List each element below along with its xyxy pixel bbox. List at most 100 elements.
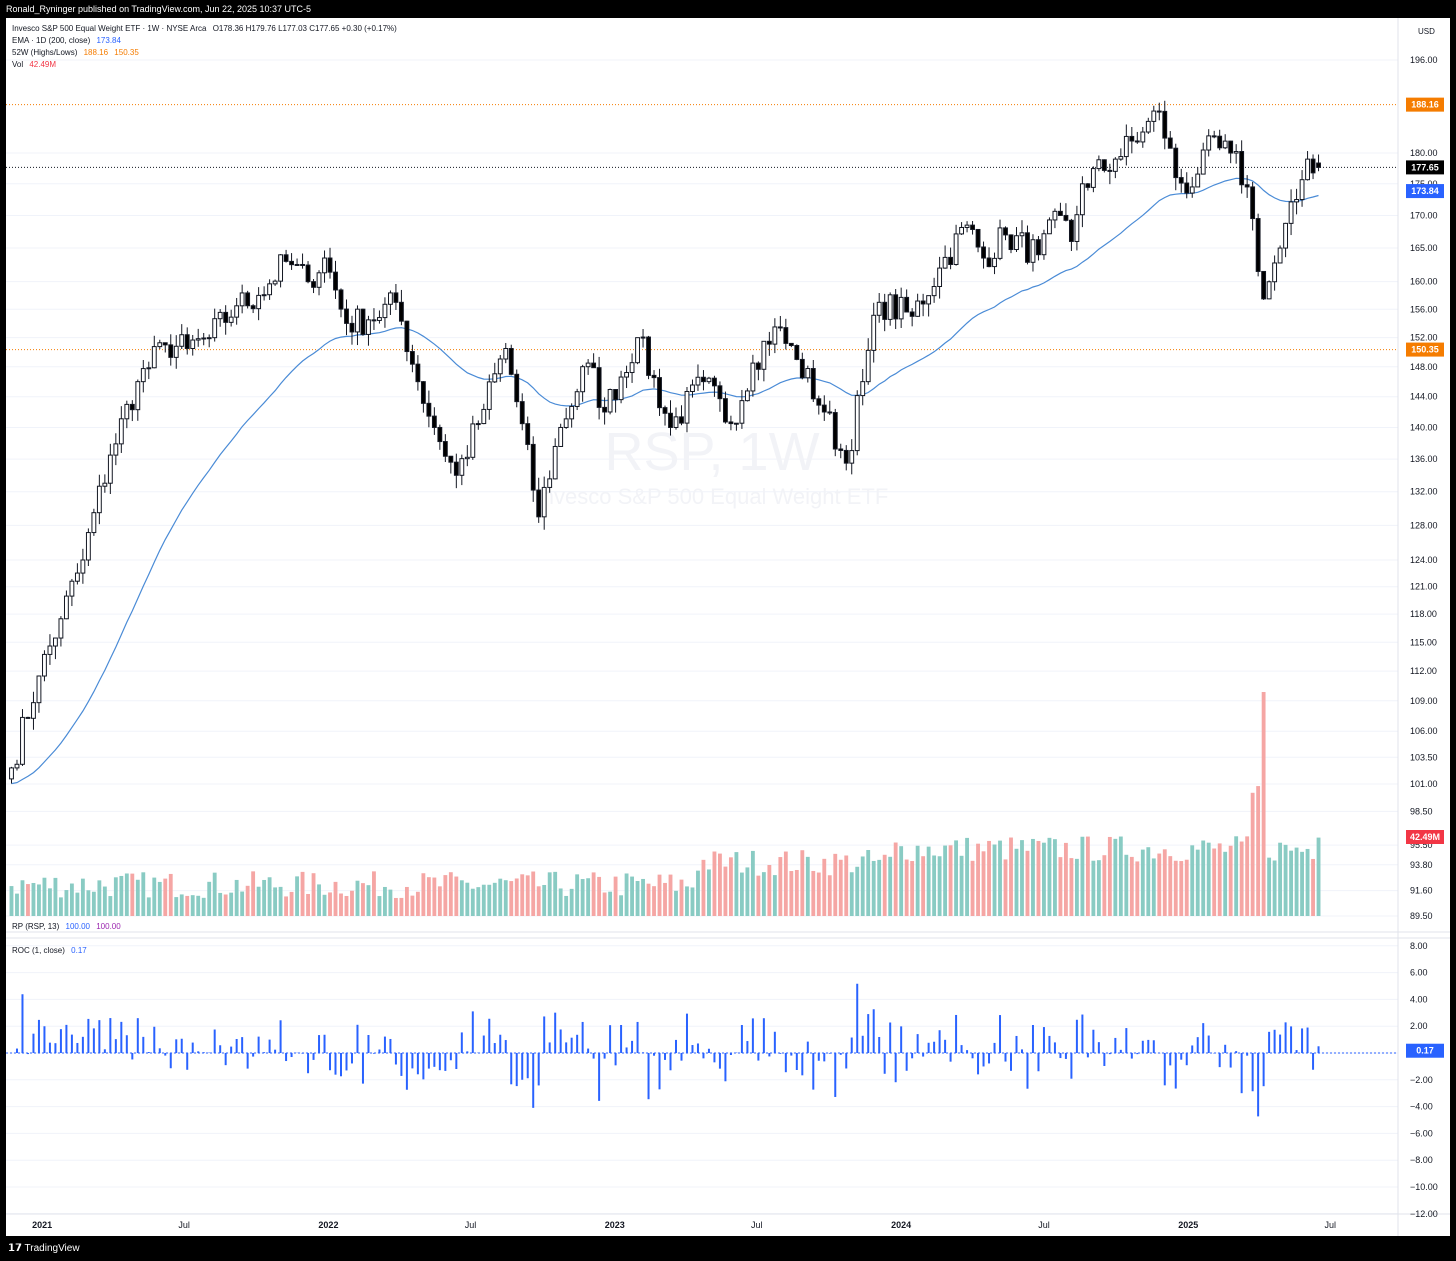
volume-bar — [663, 882, 667, 916]
volume-bar — [141, 872, 146, 916]
volume-bar — [536, 886, 541, 916]
candle-body — [96, 485, 102, 514]
volume-bar — [844, 855, 849, 916]
candle-body — [63, 595, 69, 620]
high-52w-badge: 188.16 — [1411, 100, 1439, 110]
candle-body — [574, 391, 580, 407]
publish-bar: Ronald_Ryninger published on TradingView… — [0, 0, 1456, 18]
candle-body — [1025, 232, 1030, 263]
volume-bar — [124, 873, 129, 916]
candle-body — [766, 340, 772, 345]
volume-bar — [855, 866, 860, 916]
candle-body — [821, 404, 827, 413]
volume-bar — [1058, 857, 1063, 916]
candle-body — [360, 308, 366, 335]
candle-body — [20, 716, 25, 765]
footer-bar: 𝟭𝟳 TradingView — [0, 1236, 1456, 1261]
candle-body — [1068, 219, 1074, 242]
candle-body — [618, 376, 624, 401]
volume-bar — [454, 876, 459, 916]
candle-body — [283, 254, 289, 262]
legend-hl-row[interactable]: 52W (Highs/Lows) 188.16 150.35 — [12, 48, 139, 57]
price-tick-label: 93.80 — [1410, 860, 1433, 870]
volume-bar — [262, 879, 267, 916]
legend-roc-row[interactable]: ROC (1, close) 0.17 — [12, 946, 87, 955]
volume-bar — [1212, 848, 1217, 916]
volume-bar — [657, 874, 662, 916]
candle-body — [772, 326, 778, 345]
volume-bar — [756, 875, 761, 916]
candle-body — [948, 256, 954, 265]
volume-bar — [608, 891, 613, 916]
candle-body — [1316, 162, 1321, 168]
roc-tick-label: 2.00 — [1410, 1021, 1428, 1031]
chart-frame[interactable]: RSP, 1W Invesco S&P 500 Equal Weight ETF U… — [6, 18, 1450, 1236]
volume-bar — [613, 876, 618, 916]
volume-bar — [959, 855, 964, 916]
volume-bar — [761, 872, 766, 916]
volume-bar — [783, 851, 788, 916]
ema-line — [11, 177, 1319, 785]
candle-body — [1052, 210, 1058, 221]
candle-body — [1129, 135, 1135, 142]
volume-bar — [630, 876, 634, 916]
candle-body — [591, 362, 597, 369]
volume-bar — [1261, 692, 1266, 916]
price-tick-label: 180.00 — [1410, 148, 1438, 158]
candle-body — [168, 344, 174, 358]
volume-bar — [185, 895, 190, 916]
price-tick-label: 132.00 — [1410, 487, 1438, 497]
legend-vol-row[interactable]: Vol 42.49M — [12, 60, 56, 69]
candle-body — [959, 226, 964, 235]
candle-body — [1200, 149, 1206, 175]
candle-body — [997, 227, 1003, 259]
candle-body — [437, 426, 443, 443]
volume-bar — [1053, 839, 1057, 916]
candle-body — [920, 300, 926, 305]
volume-bar — [1283, 844, 1288, 916]
roc-tick-label: −10.00 — [1410, 1182, 1438, 1192]
volume-bar — [289, 891, 294, 916]
candle-body — [662, 407, 668, 414]
candle-body — [580, 366, 586, 393]
volume-bar — [619, 895, 624, 916]
price-tick-label: 109.00 — [1410, 696, 1438, 706]
volume-bar — [1223, 851, 1228, 916]
volume-bar — [789, 871, 794, 916]
volume-bar — [443, 875, 448, 916]
volume-bar — [207, 881, 212, 916]
candle-body — [871, 314, 877, 351]
candle-body — [107, 454, 113, 484]
candle-body — [882, 301, 888, 320]
candle-body — [514, 373, 520, 403]
candle-body — [1019, 232, 1025, 237]
volume-bar — [910, 861, 915, 916]
price-tick-label: 136.00 — [1410, 454, 1438, 464]
legend-rp-row[interactable]: RP (RSP, 13) 100.00 100.00 — [12, 922, 121, 931]
candle-body — [124, 403, 130, 420]
price-tick-label: 112.00 — [1410, 666, 1437, 676]
time-axis-label: Jul — [751, 1220, 763, 1230]
candle-body — [964, 224, 970, 228]
legend-ema-row[interactable]: EMA · 1D (200, close) 173.84 — [12, 36, 121, 45]
volume-bar — [1074, 858, 1079, 916]
candle-body — [717, 385, 723, 400]
volume-bar — [981, 851, 986, 916]
volume-bar — [1272, 860, 1277, 916]
volume-bar — [306, 893, 310, 916]
candle-body — [744, 390, 750, 402]
candle-body — [547, 478, 553, 488]
candle-body — [1156, 110, 1162, 113]
candle-body — [239, 292, 245, 307]
volume-bar — [1113, 838, 1118, 916]
candle-body — [640, 336, 646, 339]
legend-title: Invesco S&P 500 Equal Weight ETF · 1W · … — [12, 24, 207, 33]
volume-bar — [1146, 847, 1151, 916]
candle-body — [1178, 177, 1184, 184]
volume-bar — [1107, 836, 1112, 916]
candle-body — [1173, 147, 1179, 179]
legend-hl-high: 188.16 — [83, 48, 109, 57]
candle-body — [74, 572, 80, 582]
candle-body — [673, 416, 679, 428]
